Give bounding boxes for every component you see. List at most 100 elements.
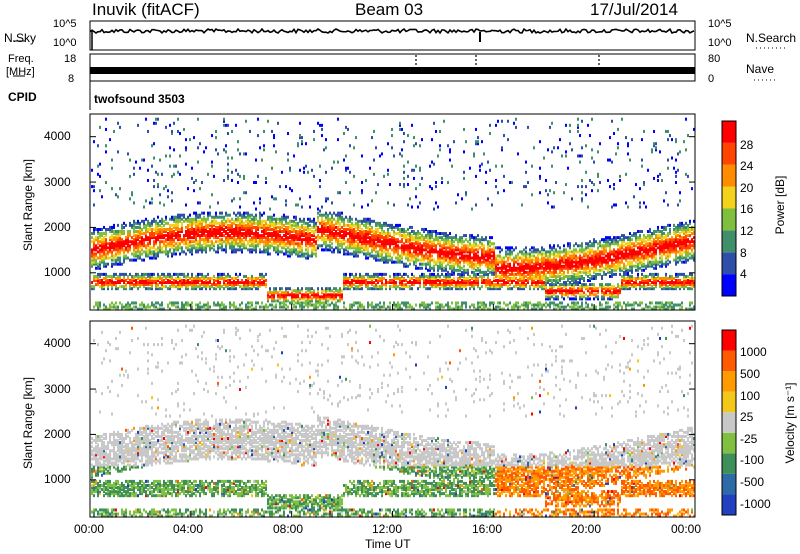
power-cell: [297, 238, 299, 242]
power-cell: [181, 225, 183, 229]
power-cell: [361, 250, 363, 254]
power-cell: [371, 234, 373, 238]
power-cell: [243, 281, 245, 285]
power-cell: [187, 223, 189, 227]
vel-cb-tick-neg1000: -1000: [740, 497, 771, 511]
power-cell: [417, 236, 419, 240]
power-cell: [169, 232, 171, 236]
power-cell: [447, 238, 449, 242]
power-cell: [171, 240, 173, 244]
power-cell: [391, 238, 393, 242]
power-cell: [403, 242, 405, 246]
power-cell: [243, 191, 245, 195]
power-cell: [335, 238, 337, 242]
power-cell: [415, 303, 417, 307]
power-cell: [251, 244, 253, 248]
power-cell: [441, 256, 443, 260]
power-cell: [473, 283, 475, 287]
power-cell: [463, 301, 465, 305]
power-cell: [231, 283, 233, 287]
power-cell: [211, 225, 213, 229]
power-cell: [401, 248, 403, 252]
power-cell: [101, 250, 103, 254]
power-cell: [111, 264, 113, 268]
power-cell: [415, 260, 417, 264]
power-cell: [417, 234, 419, 238]
power-cell: [275, 225, 277, 229]
power-cell: [359, 272, 361, 276]
power-cell: [377, 238, 379, 242]
power-cell: [153, 252, 155, 256]
power-cell: [433, 266, 435, 270]
power-cell: [243, 211, 245, 215]
power-cell: [383, 303, 385, 307]
power-cell: [393, 230, 395, 234]
power-cell: [449, 248, 451, 252]
power-cell: [201, 221, 203, 225]
power-cell: [315, 248, 317, 252]
power-cell: [447, 279, 449, 283]
power-cell: [307, 232, 309, 236]
power-cell: [501, 272, 503, 276]
power-cell: [161, 225, 163, 229]
power-cell: [305, 240, 307, 244]
power-cell: [293, 295, 295, 299]
power-cell: [415, 195, 417, 199]
power-cell: [405, 246, 407, 250]
power-cell: [99, 272, 101, 276]
power-cell: [457, 193, 459, 197]
power-cell: [441, 303, 443, 307]
power-cell: [189, 234, 191, 238]
power-cell: [453, 244, 455, 248]
power-cell: [507, 252, 509, 256]
power-cell: [361, 227, 363, 231]
power-cell: [189, 248, 191, 252]
power-cell: [447, 262, 449, 266]
power-cell: [135, 283, 137, 287]
power-cell: [103, 250, 105, 254]
power-cell: [267, 305, 269, 309]
power-cell: [291, 236, 293, 240]
power-cell: [351, 240, 353, 244]
power-cell: [195, 248, 197, 252]
power-cell: [417, 244, 419, 248]
power-cell: [481, 274, 483, 278]
power-cell: [125, 240, 127, 244]
power-cell: [173, 238, 175, 242]
power-cell: [395, 242, 397, 246]
power-cell: [103, 248, 105, 252]
power-cell: [175, 252, 177, 256]
power-cell: [523, 301, 525, 305]
power-cell: [201, 217, 203, 221]
power-cell: [501, 258, 503, 262]
power-cell: [283, 293, 285, 297]
power-cell: [253, 181, 255, 185]
power-cell: [265, 305, 267, 309]
power-cell: [519, 250, 521, 254]
power-cell: [381, 256, 383, 260]
power-cell: [189, 283, 191, 287]
power-cell: [371, 248, 373, 252]
power-cell: [413, 236, 415, 240]
power-cell: [199, 276, 201, 280]
power-cell: [491, 250, 493, 254]
power-cell: [99, 162, 101, 166]
power-cell: [307, 170, 309, 174]
power-cell: [165, 217, 167, 221]
power-cell: [429, 260, 431, 264]
power-cell: [123, 252, 125, 256]
power-cell: [103, 285, 105, 289]
power-cell: [279, 287, 281, 291]
power-cell: [191, 274, 193, 278]
power-cell: [107, 227, 109, 231]
power-cell: [401, 274, 403, 278]
power-cell: [169, 234, 171, 238]
power-cell: [141, 158, 143, 162]
power-cell: [347, 240, 349, 244]
power-cell: [325, 170, 327, 174]
power-cell: [433, 248, 435, 252]
power-cell: [165, 238, 167, 242]
power-cell: [269, 219, 271, 223]
power-cell: [443, 240, 445, 244]
power-cell: [523, 254, 525, 258]
